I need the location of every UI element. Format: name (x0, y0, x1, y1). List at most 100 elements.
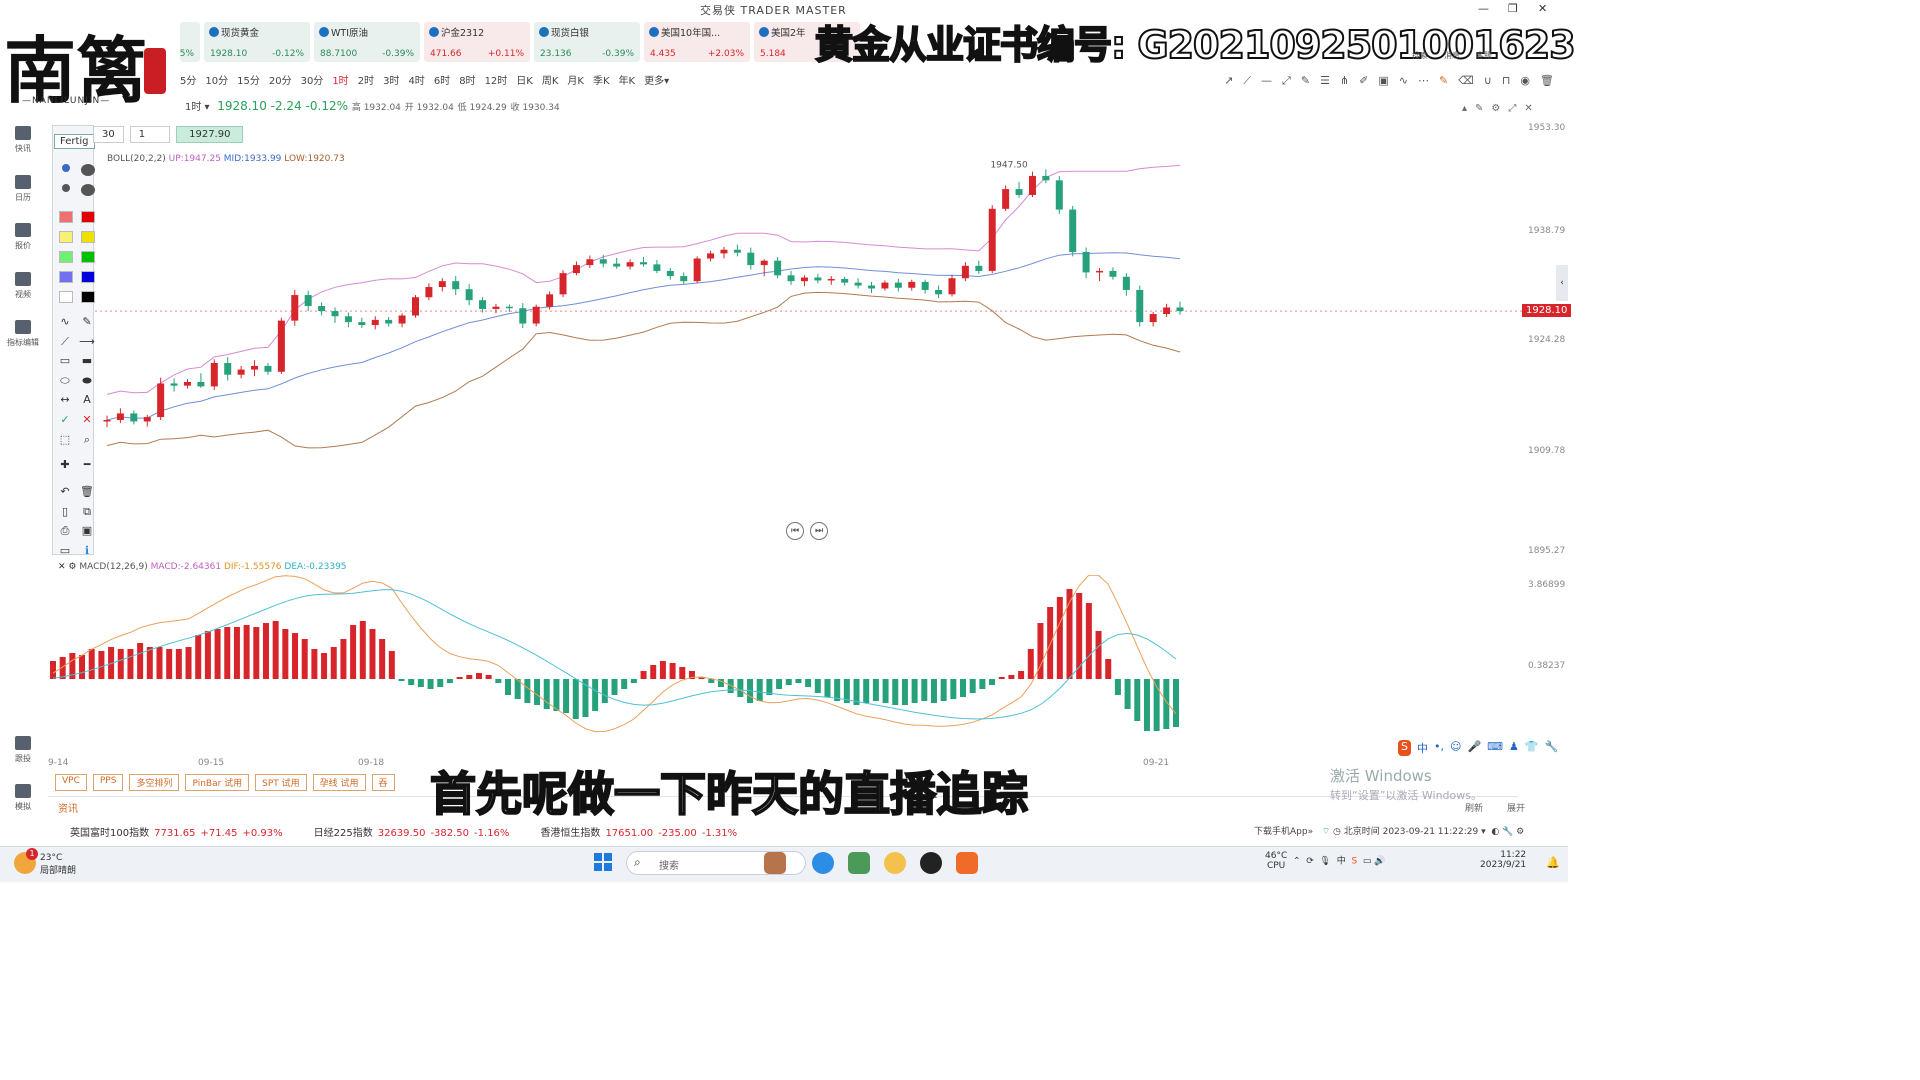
candle[interactable] (1002, 185, 1010, 212)
quote-card[interactable]: 现货白银 23.136 -0.39% (534, 22, 640, 62)
candle[interactable] (720, 246, 728, 259)
timeframe-2[interactable]: 15分 (237, 76, 260, 87)
quote-card[interactable]: 美国10年国... 4.435 +2.03% (644, 22, 750, 62)
ime-tray-icon[interactable]: 中 (1336, 856, 1346, 867)
candle[interactable] (586, 255, 594, 269)
chart-app-icon[interactable] (848, 852, 870, 874)
check-tool-icon[interactable]: ✓ (60, 413, 70, 426)
plus-tool-icon[interactable]: ✚ (60, 458, 70, 471)
indicator-tab-5[interactable]: 孕线 试用 (312, 774, 366, 791)
candle[interactable] (1055, 175, 1063, 214)
sound-icon[interactable]: ◐ (1491, 827, 1500, 837)
candle[interactable] (1015, 181, 1023, 198)
candle[interactable] (183, 379, 191, 389)
candle[interactable] (519, 303, 527, 328)
fan-icon[interactable]: ⋔ (1339, 74, 1350, 87)
candle[interactable] (572, 261, 580, 276)
candle[interactable] (1042, 169, 1050, 184)
trend-icon[interactable]: ⤢ (1282, 74, 1291, 87)
color-red[interactable] (81, 211, 95, 223)
nav-item-0[interactable]: 快讯 (6, 126, 40, 154)
timeframe-0[interactable]: 5分 (180, 76, 197, 87)
minus-tool-icon[interactable]: ━ (83, 458, 91, 471)
edit-icon[interactable]: ✎ (1438, 74, 1449, 87)
tray-chevron-icon[interactable]: ⌃ (1292, 856, 1301, 867)
more-icon[interactable]: ⋯ (1417, 74, 1429, 87)
candle[interactable] (854, 278, 862, 289)
curve-tool-icon[interactable]: ∿ (60, 315, 70, 328)
candle[interactable] (1163, 303, 1171, 317)
search-link[interactable]: 搜索 (1412, 51, 1428, 60)
candle[interactable] (546, 291, 554, 310)
settings-icon[interactable]: ⚙ (1516, 827, 1525, 837)
ellipse-fill-icon[interactable]: ⬬ (82, 374, 92, 387)
line-width-field[interactable]: 1 (129, 126, 171, 143)
candle[interactable] (613, 257, 621, 269)
sogou-tray-icon[interactable]: S (1351, 856, 1358, 867)
timeframe-14[interactable]: 月K (567, 76, 584, 87)
copy-tool-icon[interactable]: ⧉ (83, 505, 91, 518)
dot-gray-icon[interactable] (62, 184, 70, 192)
candle[interactable] (277, 317, 285, 374)
ray-tool-icon[interactable]: ⟶ (79, 335, 95, 348)
candle[interactable] (116, 408, 124, 423)
candle[interactable] (452, 276, 460, 296)
candle[interactable] (827, 276, 835, 285)
people-app-icon[interactable] (764, 852, 786, 874)
service-link[interactable]: 客服 (1476, 51, 1492, 60)
candle[interactable] (1028, 171, 1036, 198)
timeframe-4[interactable]: 30分 (300, 76, 324, 87)
candle[interactable] (961, 262, 969, 282)
pen-icon[interactable]: ✎ (1300, 74, 1311, 87)
nav-item-1[interactable]: 日历 (6, 175, 40, 203)
ticker-item[interactable]: 香港恒生指数 17651.00 -235.00 -1.31% (540, 828, 742, 839)
eraser-icon[interactable]: ⌫ (1458, 74, 1474, 87)
candle[interactable] (130, 410, 138, 425)
candle[interactable] (344, 312, 352, 328)
chart-collapse-icon[interactable]: ▴ (1462, 103, 1468, 114)
timeframe-16[interactable]: 年K (618, 76, 636, 87)
lock-icon[interactable]: ⊓ (1501, 74, 1511, 87)
quote-card[interactable]: 沪金2312 471.66 +0.11% (424, 22, 530, 62)
candle[interactable] (411, 295, 419, 318)
candle[interactable] (479, 297, 487, 313)
ticker-item[interactable]: 日经225指数 32639.50 -382.50 -1.16% (314, 828, 515, 839)
candle[interactable] (251, 360, 259, 377)
candle[interactable] (505, 304, 513, 312)
candle[interactable] (1109, 267, 1117, 280)
quote-card[interactable]: 美国2年 5.184 (754, 22, 860, 62)
macd-chart[interactable] (48, 575, 1518, 760)
candle[interactable] (733, 244, 741, 257)
trash-icon[interactable]: 🗑 (1540, 74, 1554, 87)
candle[interactable] (814, 273, 822, 284)
color-green-light[interactable] (59, 251, 73, 263)
candle[interactable] (787, 270, 795, 285)
shirt-icon[interactable]: 👕 (1524, 740, 1539, 753)
candle[interactable] (599, 254, 607, 268)
page-tool-icon[interactable]: ▯ (61, 505, 69, 518)
nav-item-4[interactable]: 指标编辑 (6, 320, 40, 348)
candle[interactable] (975, 260, 983, 274)
candle[interactable] (425, 283, 433, 301)
quote-card[interactable]: 5% (180, 22, 200, 62)
undo-tool-icon[interactable]: ↶ (60, 485, 70, 498)
candle[interactable] (1122, 273, 1130, 296)
ray-icon[interactable]: ↗ (1224, 74, 1234, 87)
color-white[interactable] (59, 291, 73, 303)
beijing-time[interactable]: 北京时间 2023-09-21 11:22:29 ▾ (1343, 827, 1486, 837)
candle[interactable] (559, 270, 567, 298)
download-app-link[interactable]: 下载手机App» (1254, 827, 1314, 837)
news-tab[interactable]: 资讯 (58, 804, 78, 815)
delete-tool-icon[interactable]: 🗑 (80, 485, 94, 498)
chart-settings-icon[interactable]: ⚙ (1491, 103, 1501, 114)
taskbar-clock[interactable]: 11:22 2023/9/21 (1480, 850, 1526, 870)
price-value-field[interactable]: 1927.90 (176, 126, 244, 143)
nav-item-6[interactable]: 模拟 (6, 784, 40, 812)
pencil-tool-icon[interactable]: ✎ (82, 315, 92, 328)
wave-icon[interactable]: ∿ (1398, 74, 1408, 87)
price-chart[interactable]: 1947.50 (95, 120, 1525, 560)
image-icon[interactable]: ▣ (1378, 74, 1389, 87)
info-tool-icon[interactable]: ℹ (84, 544, 90, 557)
candle[interactable] (774, 257, 782, 279)
candle[interactable] (1136, 285, 1144, 327)
